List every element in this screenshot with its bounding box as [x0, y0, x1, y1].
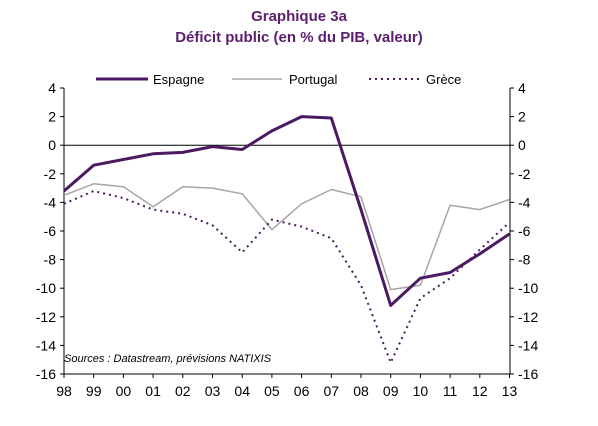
y-tick-label-left: 4: [48, 80, 56, 96]
y-tick-label-right: -16: [518, 366, 538, 382]
legend-label-portugal: Portugal: [289, 72, 338, 87]
series-line-portugal: [63, 183, 510, 291]
x-tick-label: 99: [86, 383, 102, 399]
x-tick-label: 06: [294, 383, 310, 399]
x-tick-label: 10: [413, 383, 429, 399]
x-tick-label: 08: [353, 383, 369, 399]
y-tick-label-right: 0: [518, 137, 526, 153]
x-tick-label: 98: [56, 383, 72, 399]
x-tick-label: 00: [116, 383, 132, 399]
legend-label-grèce: Grèce: [426, 72, 461, 87]
x-tick-label: 12: [472, 383, 488, 399]
x-tick-label: 04: [234, 383, 250, 399]
chart-subtitle: Déficit public (en % du PIB, valeur): [175, 29, 423, 46]
source-note: Sources : Datastream, prévisions NATIXIS: [64, 353, 272, 365]
x-tick-label: 09: [383, 383, 399, 399]
x-tick-label: 07: [324, 383, 340, 399]
series-line-grèce: [63, 190, 511, 364]
y-tick-label-left: -8: [44, 252, 57, 268]
y-tick-label-left: -16: [36, 366, 56, 382]
chart-title: Graphique 3a: [251, 8, 347, 25]
legend: Espagne Portugal Grèce: [96, 72, 461, 87]
y-tick-label-left: 0: [48, 137, 56, 153]
axes: 4 42 20 0-2 -2-4 -4-6 -6-8 -8-10 -10-12 -12-14 -14…: [36, 80, 539, 399]
y-tick-label-right: -2: [518, 166, 531, 182]
x-tick-label: 03: [205, 383, 221, 399]
x-tick-label: 01: [145, 383, 161, 399]
y-tick-label-right: -6: [518, 223, 531, 239]
y-tick-label-right: -14: [518, 337, 538, 353]
x-tick-label: 13: [502, 383, 518, 399]
y-tick-label-left: -10: [36, 280, 56, 296]
y-tick-label-right: -4: [518, 194, 531, 210]
x-tick-label: 05: [264, 383, 280, 399]
y-tick-label-right: -10: [518, 280, 538, 296]
y-tick-label-right: -8: [518, 252, 531, 268]
y-tick-label-right: -12: [518, 309, 538, 325]
y-tick-label-left: -6: [44, 223, 57, 239]
x-tick-label: 02: [175, 383, 191, 399]
series-lines: [63, 115, 511, 364]
y-tick-label-right: 4: [518, 80, 526, 96]
y-tick-label-left: -4: [44, 194, 57, 210]
y-tick-label-left: -14: [36, 337, 56, 353]
y-tick-label-left: -2: [44, 166, 57, 182]
y-tick-label-left: -12: [36, 309, 56, 325]
x-tick-label: 11: [443, 383, 458, 399]
legend-label-espagne: Espagne: [153, 72, 204, 87]
y-tick-label-right: 2: [518, 109, 526, 125]
y-tick-label-left: 2: [48, 109, 56, 125]
series-line-espagne: [63, 115, 511, 307]
